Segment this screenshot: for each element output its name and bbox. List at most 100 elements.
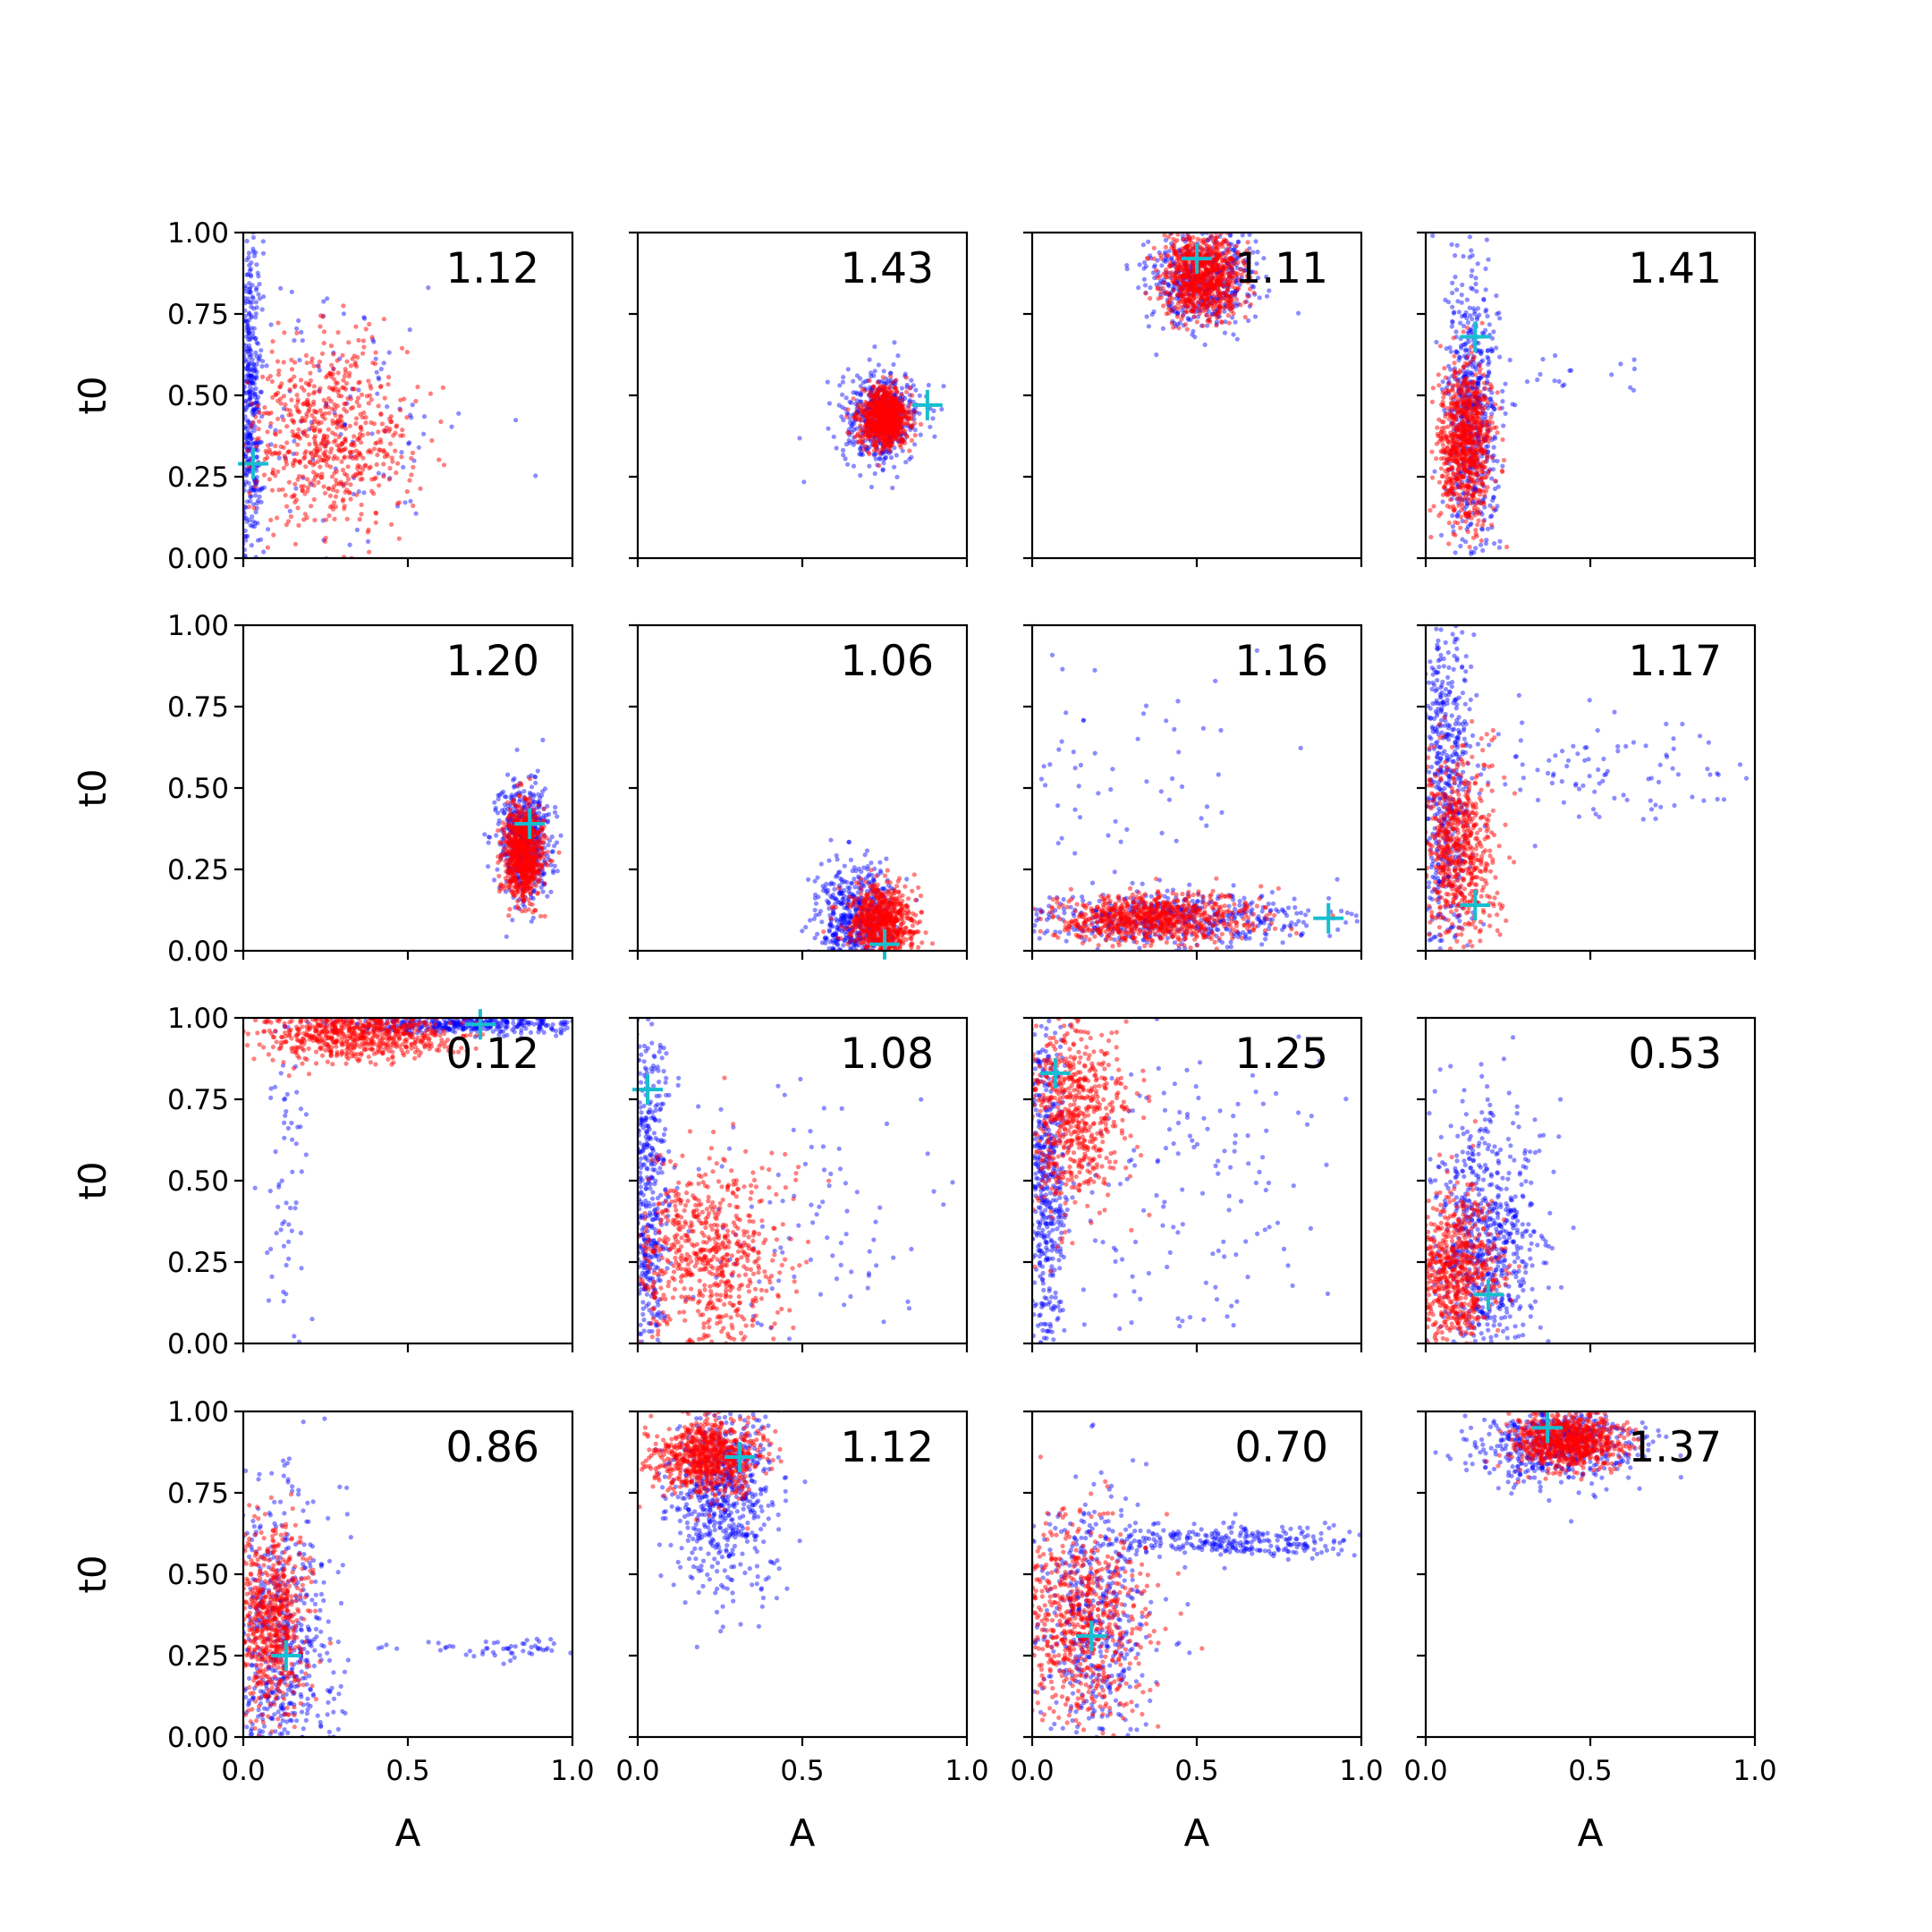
blue-sample-point: [909, 454, 914, 460]
red-sample-point: [1207, 318, 1212, 323]
red-sample-point: [907, 386, 912, 391]
red-sample-point: [310, 454, 316, 460]
blue-sample-point: [1143, 264, 1148, 269]
red-sample-point: [1227, 279, 1233, 284]
red-sample-point: [1182, 292, 1187, 297]
blue-sample-point: [1180, 308, 1185, 313]
red-sample-point: [1204, 312, 1209, 318]
blue-sample-point: [381, 360, 386, 366]
blue-sample-point: [238, 346, 242, 351]
red-sample-point: [360, 432, 366, 438]
blue-sample-point: [1445, 300, 1452, 305]
blue-sample-point: [243, 407, 249, 412]
blue-sample-point: [1453, 275, 1458, 280]
red-sample-point: [1197, 310, 1202, 317]
red-sample-point: [867, 377, 872, 384]
red-sample-point: [378, 384, 384, 389]
blue-sample-point: [1459, 292, 1464, 298]
blue-sample-point: [410, 402, 415, 408]
red-sample-point: [909, 437, 915, 443]
red-sample-point: [1175, 233, 1181, 237]
red-sample-point: [1465, 496, 1471, 503]
blue-sample-point: [884, 380, 890, 386]
blue-sample-point: [244, 423, 250, 428]
red-sample-point: [306, 409, 311, 414]
blue-sample-point: [1177, 320, 1182, 326]
blue-sample-point: [1524, 379, 1530, 385]
blue-sample-point: [250, 300, 255, 305]
red-sample-point: [858, 415, 863, 420]
blue-sample-point: [248, 347, 253, 352]
red-sample-point: [360, 476, 365, 482]
blue-sample-point: [1470, 329, 1475, 335]
red-sample-point: [855, 433, 860, 438]
blue-sample-point: [1486, 444, 1491, 449]
blue-sample-point: [374, 369, 379, 375]
red-sample-point: [354, 492, 360, 497]
blue-sample-point: [1489, 348, 1495, 353]
blue-sample-point: [1483, 287, 1488, 292]
red-sample-point: [1227, 299, 1233, 304]
blue-sample-point: [1496, 310, 1502, 316]
blue-sample-point: [246, 326, 251, 331]
subplot-3: 1.11: [1023, 231, 1363, 567]
red-sample-point: [1495, 390, 1500, 395]
blue-sample-point: [371, 339, 377, 344]
red-sample-point: [864, 428, 869, 434]
red-sample-point: [878, 409, 884, 414]
red-sample-point: [265, 545, 270, 550]
red-sample-point: [273, 444, 278, 449]
red-sample-point: [1458, 525, 1463, 530]
blue-sample-point: [256, 358, 261, 363]
red-sample-point: [313, 453, 319, 458]
red-sample-point: [312, 448, 318, 453]
red-sample-point: [331, 439, 336, 445]
blue-sample-point: [873, 456, 878, 462]
red-sample-point: [308, 378, 313, 384]
blue-sample-point: [1467, 313, 1473, 318]
red-sample-point: [316, 479, 321, 486]
red-sample-point: [378, 440, 384, 445]
red-sample-point: [366, 378, 371, 384]
red-sample-point: [1244, 248, 1250, 253]
blue-sample-point: [860, 452, 866, 457]
blue-sample-point: [247, 263, 252, 268]
red-sample-point: [1204, 282, 1209, 287]
blue-sample-point: [247, 330, 252, 335]
red-sample-point: [308, 450, 314, 455]
blue-sample-point: [841, 375, 846, 380]
blue-sample-point: [244, 499, 250, 504]
red-sample-point: [1444, 411, 1450, 417]
blue-sample-point: [247, 395, 252, 401]
red-sample-point: [892, 418, 897, 423]
blue-sample-point: [252, 368, 258, 374]
blue-sample-point: [847, 399, 852, 404]
red-sample-point: [1233, 243, 1239, 249]
red-sample-point: [302, 428, 308, 434]
blue-sample-point: [854, 398, 860, 403]
blue-sample-point: [1481, 297, 1487, 302]
red-sample-point: [1208, 281, 1214, 286]
red-sample-point: [395, 461, 401, 466]
red-sample-point: [365, 530, 370, 535]
blue-sample-point: [1497, 316, 1503, 321]
blue-sample-point: [250, 410, 255, 415]
blue-sample-point: [244, 334, 250, 339]
blue-sample-point: [836, 402, 842, 408]
blue-sample-point: [249, 373, 254, 378]
blue-sample-point: [248, 373, 253, 378]
red-sample-point: [323, 535, 328, 541]
red-sample-point: [284, 522, 289, 528]
red-sample-point: [381, 462, 386, 467]
blue-sample-point: [426, 285, 431, 291]
red-sample-point: [1224, 303, 1230, 309]
blue-sample-point: [894, 474, 900, 479]
red-sample-point: [1452, 360, 1457, 366]
red-sample-point: [909, 416, 915, 421]
blue-sample-point: [513, 418, 519, 423]
red-sample-point: [1197, 300, 1202, 305]
red-sample-point: [348, 482, 353, 487]
blue-sample-point: [1476, 381, 1481, 386]
blue-sample-point: [1470, 317, 1475, 322]
